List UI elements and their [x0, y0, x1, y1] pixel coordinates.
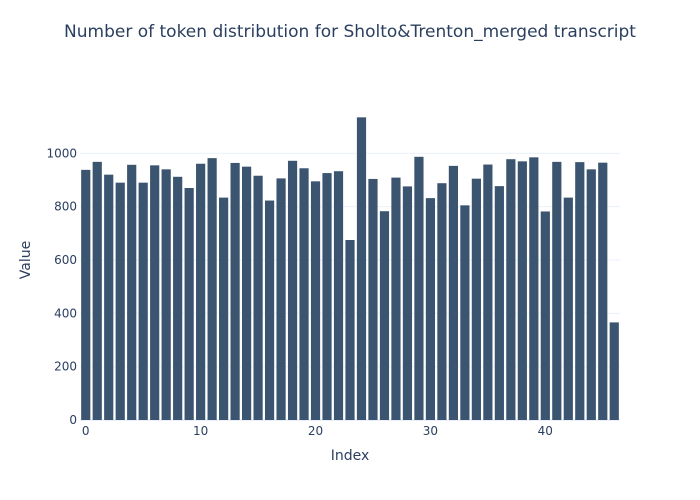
y-tick-label: 0	[69, 413, 77, 427]
bar-34[interactable]	[471, 178, 481, 420]
bar-4[interactable]	[127, 164, 137, 420]
bar-30[interactable]	[425, 198, 436, 420]
bar-17[interactable]	[276, 178, 286, 420]
x-tick-label: 10	[193, 424, 208, 438]
bar-31[interactable]	[437, 183, 447, 420]
bar-12[interactable]	[219, 197, 229, 420]
bar-36[interactable]	[494, 186, 504, 420]
y-tick-label: 800	[54, 200, 77, 214]
bar-11[interactable]	[207, 158, 217, 420]
y-tick-label: 1000	[46, 146, 77, 160]
bar-46[interactable]	[609, 322, 619, 420]
bar-33[interactable]	[460, 205, 470, 420]
bar-43[interactable]	[575, 162, 585, 420]
bar-14[interactable]	[242, 166, 252, 420]
bar-25[interactable]	[368, 178, 378, 420]
bar-13[interactable]	[230, 162, 240, 420]
y-axis-title: Value	[18, 241, 34, 279]
bar-24[interactable]	[356, 117, 367, 420]
x-tick-label: 0	[82, 424, 90, 438]
y-tick-label: 600	[54, 253, 77, 267]
y-axis-ticks: 0 200 400 600 800 1000	[46, 146, 77, 427]
bar-27[interactable]	[391, 177, 401, 420]
bar-0[interactable]	[81, 169, 91, 420]
bar-7[interactable]	[161, 169, 171, 420]
bar-2[interactable]	[104, 174, 114, 420]
bar-22[interactable]	[333, 171, 344, 420]
bar-18[interactable]	[287, 160, 298, 421]
x-axis-ticks: 0 10 20 30 40	[82, 424, 553, 438]
bar-40[interactable]	[540, 211, 550, 420]
x-tick-label: 20	[308, 424, 323, 438]
bar-21[interactable]	[322, 173, 332, 420]
bar-38[interactable]	[517, 161, 527, 421]
bar-28[interactable]	[402, 186, 413, 420]
x-tick-label: 30	[423, 424, 438, 438]
bar-9[interactable]	[184, 188, 194, 420]
bar-8[interactable]	[173, 176, 183, 420]
bar-29[interactable]	[414, 156, 424, 421]
bar-5[interactable]	[138, 182, 148, 420]
bar-45[interactable]	[598, 162, 608, 420]
bar-37[interactable]	[506, 159, 516, 420]
x-tick-label: 40	[538, 424, 553, 438]
chart-title: Number of token distribution for Sholto&…	[64, 22, 636, 42]
bar-23[interactable]	[345, 240, 355, 420]
x-axis-title: Index	[331, 448, 370, 464]
y-tick-label: 200	[54, 360, 77, 374]
bar-32[interactable]	[448, 165, 458, 420]
bar-42[interactable]	[563, 197, 573, 420]
bar-41[interactable]	[552, 161, 562, 420]
bar-20[interactable]	[310, 181, 321, 420]
bar-15[interactable]	[253, 175, 263, 420]
bar-35[interactable]	[483, 164, 493, 420]
bars	[81, 117, 619, 421]
bar-6[interactable]	[150, 165, 160, 420]
y-tick-label: 400	[54, 306, 77, 320]
bar-16[interactable]	[264, 200, 275, 420]
bar-19[interactable]	[299, 168, 309, 420]
bar-39[interactable]	[529, 157, 539, 421]
bar-10[interactable]	[196, 163, 206, 420]
bar-1[interactable]	[92, 161, 102, 420]
bar-26[interactable]	[379, 211, 390, 420]
bar-44[interactable]	[586, 169, 596, 420]
bar-3[interactable]	[115, 182, 125, 420]
